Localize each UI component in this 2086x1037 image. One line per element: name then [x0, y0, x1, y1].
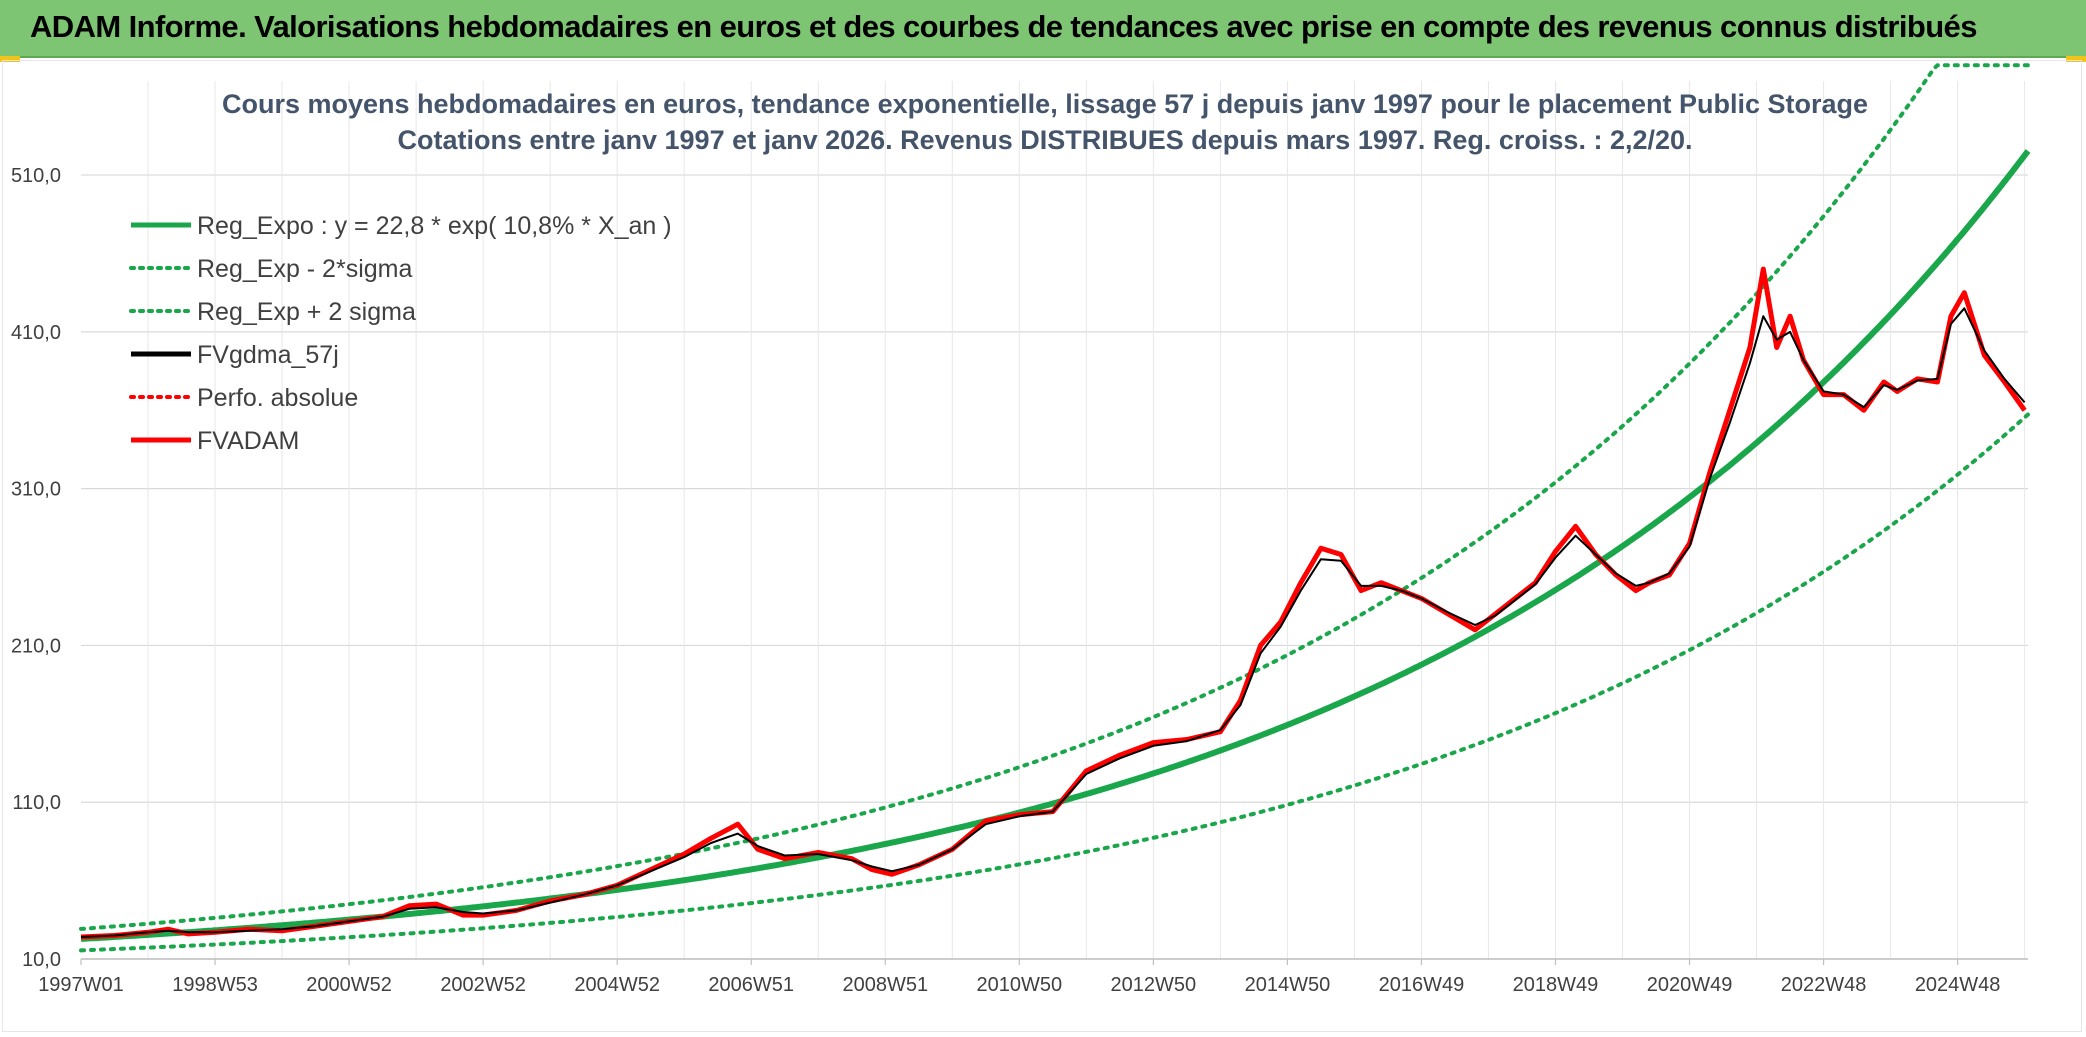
legend-label: Reg_Expo : y = 22,8 * exp( 10,8% * X_an … — [197, 212, 672, 240]
series-fvgdma-57j — [80, 307, 2026, 938]
y-tick-label: 10,0 — [22, 949, 61, 971]
x-tick-label: 2018W49 — [1513, 974, 1599, 996]
x-tick-label: 2022W48 — [1781, 974, 1867, 996]
x-tick-label: 2008W51 — [842, 974, 928, 996]
legend-label: FVADAM — [197, 427, 299, 455]
x-tick-label: 2024W48 — [1915, 974, 2001, 996]
chart-area: Cours moyens hebdomadaires en euros, ten… — [2, 60, 2082, 1032]
legend-label: Reg_Exp - 2*sigma — [197, 255, 412, 283]
series-lines — [79, 63, 2031, 953]
legend-label: FVgdma_57j — [197, 341, 339, 369]
series-reg-exp-minus-2sigma — [79, 412, 2030, 953]
line-chart: Cours moyens hebdomadaires en euros, ten… — [11, 63, 2031, 996]
page-title: ADAM Informe. Valorisations hebdomadaire… — [30, 9, 1977, 44]
axes: 10,0 110,0 210,0 310,0 410,0 510,0 1997W01 1998… — [11, 165, 2028, 996]
x-tick-label: 2000W52 — [306, 974, 392, 996]
chart-subtitle: Cotations entre janv 1997 et janv 2026. … — [397, 125, 1692, 155]
legend: Reg_Expo : y = 22,8 * exp( 10,8% * X_an … — [129, 212, 672, 455]
legend-label: Perfo. absolue — [197, 384, 358, 412]
x-tick-label: 2004W52 — [574, 974, 660, 996]
x-tick-label: 1998W53 — [172, 974, 258, 996]
chart-title: Cours moyens hebdomadaires en euros, ten… — [222, 89, 1868, 119]
corner-marker-right — [2066, 56, 2086, 62]
x-tick-label: 2010W50 — [977, 974, 1063, 996]
x-tick-label: 1997W01 — [38, 974, 124, 996]
x-tick-label: 2016W49 — [1379, 974, 1465, 996]
legend-label: Reg_Exp + 2 sigma — [197, 298, 416, 326]
y-tick-label: 410,0 — [11, 322, 61, 344]
y-tick-label: 510,0 — [11, 165, 61, 187]
header-banner: ADAM Informe. Valorisations hebdomadaire… — [0, 0, 2086, 58]
y-tick-label: 310,0 — [11, 479, 61, 501]
series-reg-exp-plus-2sigma — [79, 63, 2030, 931]
grid — [81, 81, 2028, 960]
y-tick-label: 210,0 — [11, 635, 61, 657]
corner-marker-left — [0, 56, 20, 62]
series-fvadam — [80, 266, 2027, 940]
x-tick-label: 2014W50 — [1245, 974, 1331, 996]
y-tick-label: 110,0 — [12, 792, 61, 814]
x-tick-label: 2012W50 — [1111, 974, 1197, 996]
x-tick-label: 2006W51 — [708, 974, 794, 996]
x-tick-label: 2020W49 — [1647, 974, 1733, 996]
x-tick-label: 2002W52 — [440, 974, 526, 996]
